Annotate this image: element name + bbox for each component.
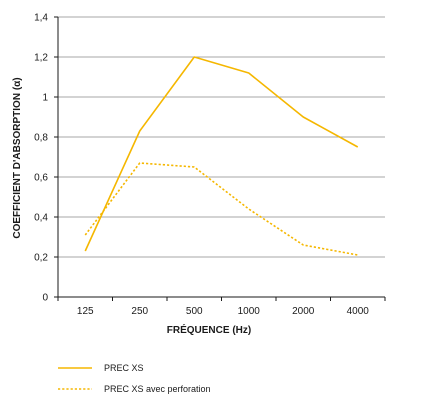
series-line-prec-xs (84, 56, 359, 252)
y-tick-label: 1,2 (34, 53, 48, 64)
legend: PREC XS PREC XS avec perforation (58, 363, 211, 394)
x-tick-label: 500 (186, 306, 203, 317)
x-tick-label: 2000 (292, 306, 315, 317)
axes (54, 16, 386, 301)
y-tick-labels: 0 0,2 0,4 0,6 0,8 1 1,2 1,4 (34, 13, 48, 304)
y-tick-label: 0,8 (34, 133, 48, 144)
x-tick-label: 4000 (347, 306, 370, 317)
y-axis-title: COEFFICIENT D'ABSORPTION (α) (12, 77, 23, 238)
x-tick-label: 250 (131, 306, 148, 317)
x-tick-label: 125 (77, 306, 94, 317)
grid (58, 16, 385, 258)
y-tick-label: 1 (42, 93, 48, 104)
legend-label-prec-xs: PREC XS (104, 363, 144, 373)
y-tick-label: 0,4 (34, 213, 48, 224)
y-tick-label: 1,4 (34, 13, 48, 24)
legend-label-prec-xs-perforation: PREC XS avec perforation (104, 384, 211, 394)
x-tick-label: 1000 (238, 306, 261, 317)
series-lines (84, 56, 359, 256)
y-tick-label: 0 (42, 293, 48, 304)
x-tick-labels: 125 250 500 1000 2000 4000 (77, 306, 369, 317)
y-tick-label: 0,2 (34, 253, 48, 264)
y-tick-label: 0,6 (34, 173, 48, 184)
x-axis-title: FRÉQUENCE (Hz) (167, 323, 251, 336)
